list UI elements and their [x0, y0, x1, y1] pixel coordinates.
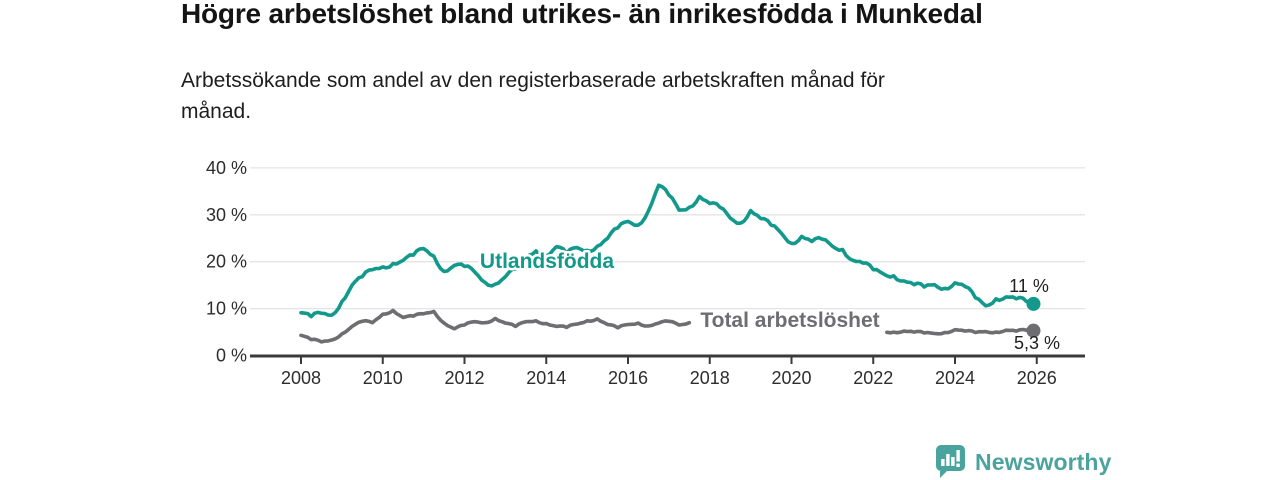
series-line-total	[299, 308, 692, 344]
end-value-label-utlandsfodda: 11 %	[1009, 276, 1049, 296]
series-line-total	[885, 327, 1036, 336]
y-axis-tick-label: 30 %	[206, 205, 247, 225]
x-axis-tick-label: 2010	[363, 368, 403, 388]
x-axis-tick-label: 2012	[444, 368, 484, 388]
series-line-utlandsfodda	[299, 183, 1036, 319]
page-subtitle: Arbetssökande som andel av den registerb…	[181, 69, 885, 123]
newsworthy-wordmark: Newsworthy	[975, 448, 1112, 475]
x-axis-tick-label: 2022	[853, 368, 893, 388]
bar-chart-speech-bubble-icon	[936, 445, 965, 478]
x-axis-tick-label: 2026	[1017, 368, 1057, 388]
x-axis-tick-label: 2020	[771, 368, 811, 388]
series-label-utlandsfodda: Utlandsfödda	[480, 250, 614, 273]
x-axis-tick-label: 2008	[281, 368, 321, 388]
y-axis-tick-label: 40 %	[206, 158, 247, 178]
x-axis-tick-label: 2018	[690, 368, 730, 388]
page-title: Högre arbetslöshet bland utrikes- än inr…	[181, 0, 983, 29]
series-end-dot-total	[1026, 323, 1041, 338]
x-axis-tick-label: 2016	[608, 368, 648, 388]
y-axis-tick-label: 10 %	[206, 299, 247, 319]
end-value-label-total: 5,3 %	[1014, 333, 1060, 353]
series-label-total: Total arbetslöshet	[700, 309, 879, 332]
x-axis-tick-label: 2014	[526, 368, 566, 388]
newsworthy-logo: Newsworthy	[936, 445, 1111, 479]
y-axis-tick-label: 0 %	[216, 346, 247, 366]
y-axis-tick-label: 20 %	[206, 252, 247, 272]
series-end-dot-utlandsfodda	[1026, 296, 1041, 311]
x-axis-tick-label: 2024	[935, 368, 975, 388]
